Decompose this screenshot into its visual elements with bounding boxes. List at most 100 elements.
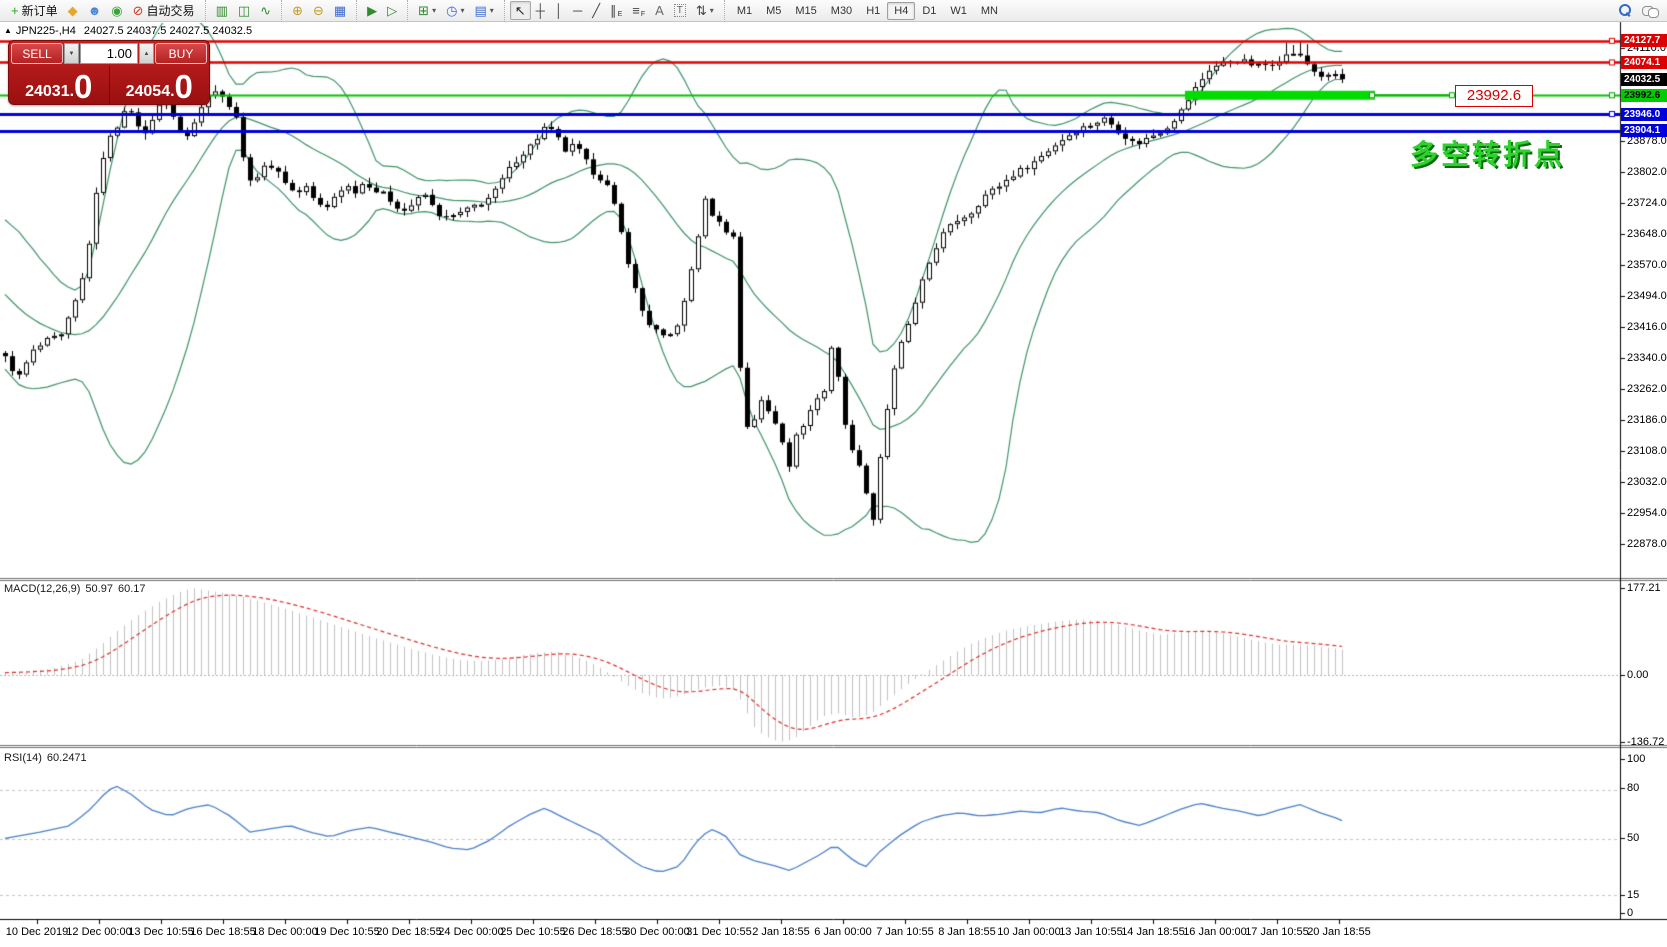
cursor-tool-button[interactable]: ↖ bbox=[509, 1, 531, 20]
mql-hat-button[interactable]: ◆ bbox=[63, 1, 83, 20]
level-price-label[interactable]: 23992.6 bbox=[1455, 85, 1533, 107]
toolbar-button-groups: + 新订单 ◆ ☻ ◉ ⊘ 自动交易 ▥ ◫ ∿ ⊕ ⊖ ▦ ▶ ▷ ⊞ ▾ ◷ ▾ ▤ ▾ ↖ ┼ │ ─ ╱ ∥ E ≡ F A T ⇅ ▾ bbox=[4, 0, 721, 22]
sell-button[interactable]: SELL bbox=[11, 43, 63, 64]
macd-name: MACD(12,26,9) bbox=[4, 583, 81, 595]
tool-letter-label: E bbox=[617, 11, 623, 18]
timeframe-h1-button[interactable]: H1 bbox=[866, 4, 881, 17]
zoom-in-button[interactable]: ⊕ bbox=[287, 1, 308, 20]
time-axis-label: 8 Jan 18:55 bbox=[938, 926, 996, 938]
macd-axis-label: -136.72 bbox=[1627, 736, 1665, 748]
buy-button[interactable]: BUY bbox=[155, 43, 207, 64]
macd-signal-value: 60.17 bbox=[117, 583, 146, 595]
price-axis-tick-label: 23724.0 bbox=[1627, 197, 1667, 210]
dropdown-caret-icon: ▾ bbox=[460, 6, 465, 15]
time-axis-label: 13 Dec 10:55 bbox=[128, 926, 194, 938]
timeframe-m1-button[interactable]: M1 bbox=[736, 4, 753, 17]
chart-shift-icon: ▷ bbox=[387, 3, 398, 18]
trendline-tool-icon: ╱ bbox=[592, 3, 601, 18]
volume-decrease-button[interactable]: ▼ bbox=[64, 43, 79, 64]
candlestick-chart-button[interactable]: ◫ bbox=[233, 1, 255, 20]
dropdown-caret-icon: ▾ bbox=[709, 6, 714, 15]
tile-windows-button[interactable]: ▦ bbox=[329, 1, 351, 20]
timeframe-d1-button[interactable]: D1 bbox=[922, 4, 937, 17]
time-axis-label: 10 Dec 2019 bbox=[5, 926, 69, 938]
one-click-collapse-icon[interactable]: ▲ bbox=[4, 26, 12, 35]
symbol-title[interactable]: ▲ JPN225-,H4 24027.5 24037.5 24027.5 24032… bbox=[4, 25, 252, 37]
symbol-name: JPN225-,H4 bbox=[15, 25, 76, 37]
periods-button[interactable]: ◷ ▾ bbox=[441, 1, 469, 20]
price-axis-tick-label: 23340.0 bbox=[1627, 352, 1667, 364]
indicators-button[interactable]: ⊞ ▾ bbox=[413, 1, 441, 20]
timeframe-h4-button[interactable]: H4 bbox=[887, 1, 916, 20]
macd-axis-label: 0.00 bbox=[1627, 669, 1649, 681]
text-tool-icon: A bbox=[655, 3, 664, 18]
autotrading-icon: ⊘ bbox=[132, 3, 144, 18]
autotrading-button[interactable]: ⊘ 自动交易 bbox=[128, 1, 200, 20]
macd-main-value: 50.97 bbox=[85, 583, 113, 595]
arrows-tool-button[interactable]: ⇅ ▾ bbox=[691, 1, 719, 20]
rsi-value: 60.2471 bbox=[46, 752, 87, 764]
price-axis-tick-label: 23108.0 bbox=[1627, 445, 1667, 458]
timeframe-m15-button[interactable]: M15 bbox=[795, 4, 817, 17]
volume-input[interactable]: 1.00 bbox=[80, 43, 138, 64]
buy-price-small: 24054. bbox=[125, 83, 175, 101]
auto-scroll-icon: ▶ bbox=[367, 3, 378, 18]
bar-chart-button[interactable]: ▥ bbox=[211, 1, 233, 20]
price-axis-tick-label: 22954.0 bbox=[1627, 507, 1667, 520]
sell-price[interactable]: 24031. 0 bbox=[9, 66, 110, 104]
cursor-tool-icon: ↖ bbox=[514, 3, 526, 18]
text-tool-button[interactable]: A bbox=[650, 1, 669, 20]
templates-button[interactable]: ▤ ▾ bbox=[469, 1, 498, 20]
time-axis-label: 12 Dec 00:00 bbox=[66, 926, 132, 938]
community-button[interactable]: ☻ bbox=[83, 1, 107, 20]
new-order-icon: + bbox=[11, 3, 19, 18]
timeframe-w1-button[interactable]: W1 bbox=[950, 4, 967, 17]
time-axis-label: 16 Jan 00:00 bbox=[1183, 926, 1247, 938]
vertical-line-tool-icon: │ bbox=[554, 3, 564, 18]
line-chart-button[interactable]: ∿ bbox=[255, 1, 276, 20]
vertical-line-tool-button[interactable]: │ bbox=[550, 1, 568, 20]
price-axis-tick-label: 23262.0 bbox=[1627, 383, 1667, 396]
price-axis-tick-label: 23878.0 bbox=[1627, 135, 1667, 148]
autotrading-button-label: 自动交易 bbox=[146, 4, 195, 18]
arrows-tool-icon: ⇅ bbox=[695, 3, 707, 18]
price-badge-bid: 24032.5 bbox=[1621, 72, 1667, 86]
channel-tool-icon: ∥ bbox=[610, 3, 617, 18]
toolbar-group: ⊞ ▾ ◷ ▾ ▤ ▾ bbox=[407, 0, 501, 22]
timeframe-m30-button[interactable]: M30 bbox=[830, 4, 853, 17]
buy-price[interactable]: 24054. 0 bbox=[110, 66, 210, 104]
indicators-icon: ⊞ bbox=[418, 3, 430, 18]
crosshair-tool-button[interactable]: ┼ bbox=[531, 1, 550, 20]
time-axis-label: 20 Jan 18:55 bbox=[1307, 926, 1371, 938]
dropdown-caret-icon: ▾ bbox=[432, 6, 437, 15]
price-axis-tick-label: 23570.0 bbox=[1627, 259, 1667, 272]
new-order-button[interactable]: + 新订单 bbox=[6, 1, 63, 20]
timeframe-m5-button[interactable]: M5 bbox=[766, 4, 782, 17]
time-axis-label: 30 Dec 00:00 bbox=[624, 926, 690, 938]
zoom-out-button[interactable]: ⊖ bbox=[308, 1, 329, 20]
horizontal-line-tool-button[interactable]: ─ bbox=[568, 1, 587, 20]
trendline-tool-button[interactable]: ╱ bbox=[587, 1, 605, 20]
signals-icon: ◉ bbox=[111, 3, 123, 18]
text-label-tool-button[interactable]: T bbox=[669, 1, 691, 20]
channel-tool-button[interactable]: ∥ E bbox=[605, 1, 627, 20]
price-badge-resistance-upper: 24127.7 bbox=[1621, 34, 1667, 48]
toolbar-group: ↖ ┼ │ ─ ╱ ∥ E ≡ F A T ⇅ ▾ bbox=[503, 0, 721, 22]
chat-icon bbox=[1642, 5, 1659, 18]
sell-price-small: 24031. bbox=[25, 83, 75, 101]
tool-letter-label: F bbox=[640, 11, 646, 18]
time-axis-label: 26 Dec 18:55 bbox=[562, 926, 628, 938]
auto-scroll-button[interactable]: ▶ bbox=[362, 1, 382, 20]
fibonacci-tool-button[interactable]: ≡ F bbox=[627, 1, 650, 20]
rsi-name: RSI(14) bbox=[4, 752, 42, 764]
timeframe-mn-button[interactable]: MN bbox=[980, 4, 998, 17]
toolbar-group: ⊕ ⊖ ▦ bbox=[281, 0, 353, 22]
chart-shift-button[interactable]: ▷ bbox=[382, 1, 402, 20]
volume-increase-button[interactable]: ▲ bbox=[139, 43, 154, 64]
signals-button[interactable]: ◉ bbox=[106, 1, 127, 20]
time-axis-label: 13 Jan 10:55 bbox=[1059, 926, 1123, 938]
search-button[interactable] bbox=[1614, 1, 1637, 20]
chat-button[interactable] bbox=[1637, 1, 1663, 20]
new-order-button-label: 新订单 bbox=[21, 4, 58, 18]
